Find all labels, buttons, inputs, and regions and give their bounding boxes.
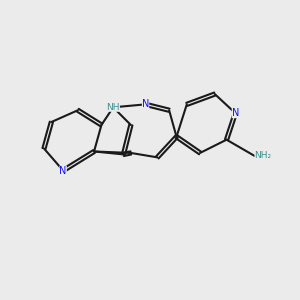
- Text: NH: NH: [106, 103, 120, 112]
- Text: N: N: [59, 166, 67, 176]
- Text: N: N: [232, 108, 239, 118]
- Text: N: N: [142, 99, 149, 110]
- Text: NH₂: NH₂: [254, 152, 272, 160]
